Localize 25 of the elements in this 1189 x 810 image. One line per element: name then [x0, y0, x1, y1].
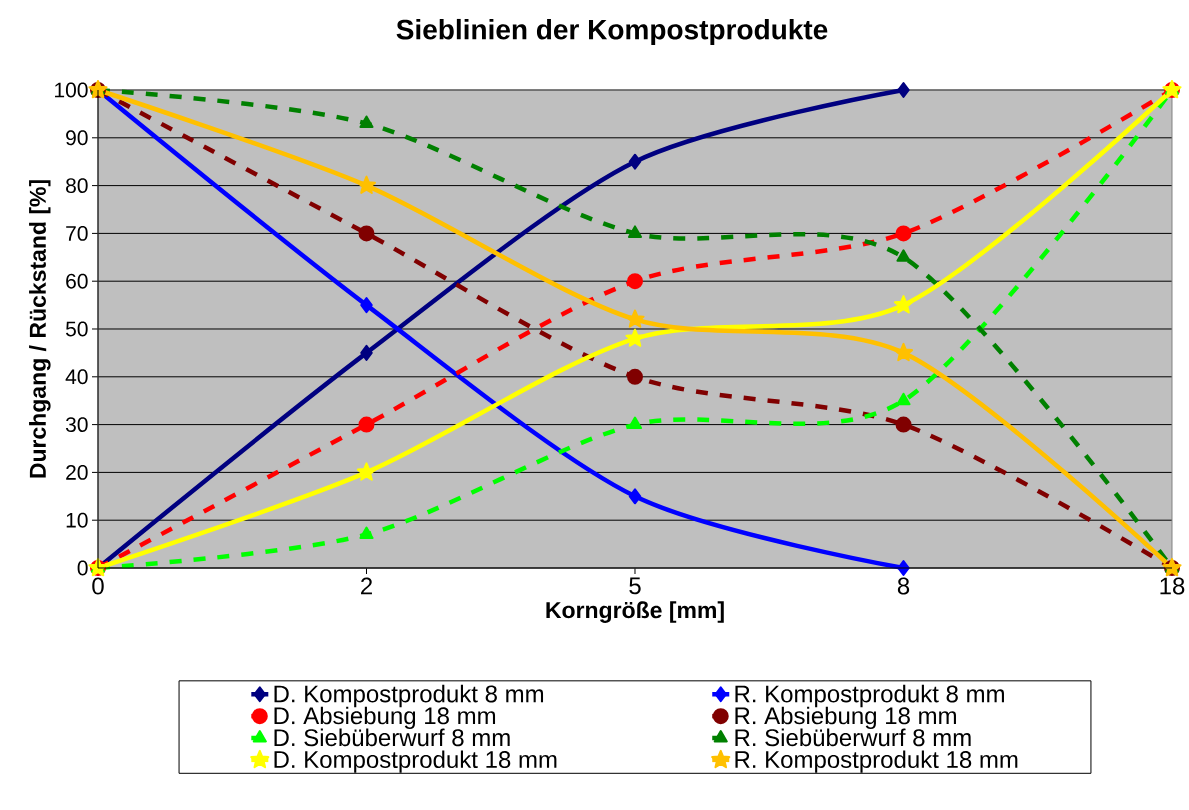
legend-label: D. Kompostprodukt 8 mm — [274, 684, 544, 708]
y-tick-label: 30 — [65, 417, 88, 433]
legend-label: D. Siebüberwurf 8 mm — [274, 728, 510, 747]
y-tick-label: 20 — [66, 464, 88, 480]
y-tick-label: 0 — [77, 560, 88, 576]
x-axis-title: Korngröße [mm] — [546, 601, 724, 623]
legend-label: D. Kompostprodukt 18 mm — [274, 750, 557, 773]
x-tick-label: 0 — [92, 577, 104, 595]
y-tick-label: 90 — [66, 130, 88, 146]
legend-label: R. Siebüberwurf 8 mm — [735, 728, 971, 747]
y-tick-label: 10 — [66, 512, 88, 528]
x-tick-label: 8 — [897, 577, 910, 595]
legend-label: R. Kompostprodukt 18 mm — [735, 750, 1018, 773]
legend-label: R. Kompostprodukt 8 mm — [735, 684, 1004, 708]
x-tick-label: 18 — [1160, 577, 1185, 595]
x-tick-label: 2 — [361, 577, 372, 595]
chart-title: Sieblinien der Kompostprodukte — [396, 18, 828, 46]
y-tick-label: 70 — [66, 225, 88, 241]
y-tick-label: 40 — [65, 369, 88, 385]
y-axis-title: Durchgang / Rückstand [%] — [29, 180, 51, 478]
x-tick-label: 5 — [629, 577, 641, 595]
y-tick-label: 100 — [55, 82, 88, 98]
y-tick-label: 60 — [66, 273, 88, 289]
y-tick-label: 80 — [66, 178, 88, 194]
y-tick-label: 50 — [65, 321, 88, 337]
